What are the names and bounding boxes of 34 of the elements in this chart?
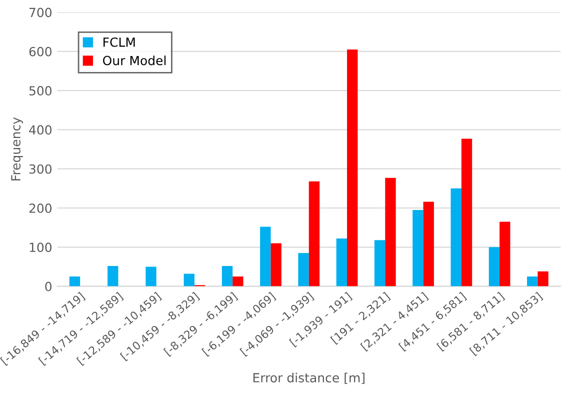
- bar: [260, 226, 271, 286]
- y-tick-label: 500: [29, 86, 52, 96]
- bar: [385, 178, 396, 286]
- legend-label: FCLM: [104, 37, 135, 47]
- y-tick-label: 700: [30, 8, 52, 18]
- y-tick-label: 100: [30, 242, 52, 252]
- bar: [538, 271, 548, 286]
- bar: [108, 266, 118, 286]
- bar: [527, 276, 538, 286]
- bar: [500, 222, 510, 286]
- bar: [336, 238, 348, 286]
- x-axis-title: Error distance [m]: [253, 372, 364, 384]
- bar: [232, 276, 244, 286]
- y-tick-label: 300: [29, 164, 52, 174]
- bar: [69, 276, 80, 286]
- bar: [450, 188, 462, 286]
- bar: [423, 202, 434, 286]
- bar: [308, 181, 320, 286]
- y-tick-label: 600: [29, 46, 52, 56]
- legend-label: Our Model: [103, 56, 166, 66]
- bar: [270, 243, 282, 286]
- bar: [222, 266, 233, 286]
- y-axis-title: Frequency: [11, 117, 23, 180]
- y-tick-label: 200: [29, 203, 52, 213]
- y-tick-label: 0: [45, 282, 52, 292]
- bar: [461, 138, 472, 286]
- bar: [184, 274, 194, 286]
- bar: [298, 253, 309, 286]
- bar: [488, 247, 500, 286]
- bar: [347, 49, 358, 286]
- bar: [146, 266, 156, 286]
- bar: [412, 210, 424, 286]
- y-tick-label: 400: [29, 125, 52, 135]
- bar: [374, 240, 386, 286]
